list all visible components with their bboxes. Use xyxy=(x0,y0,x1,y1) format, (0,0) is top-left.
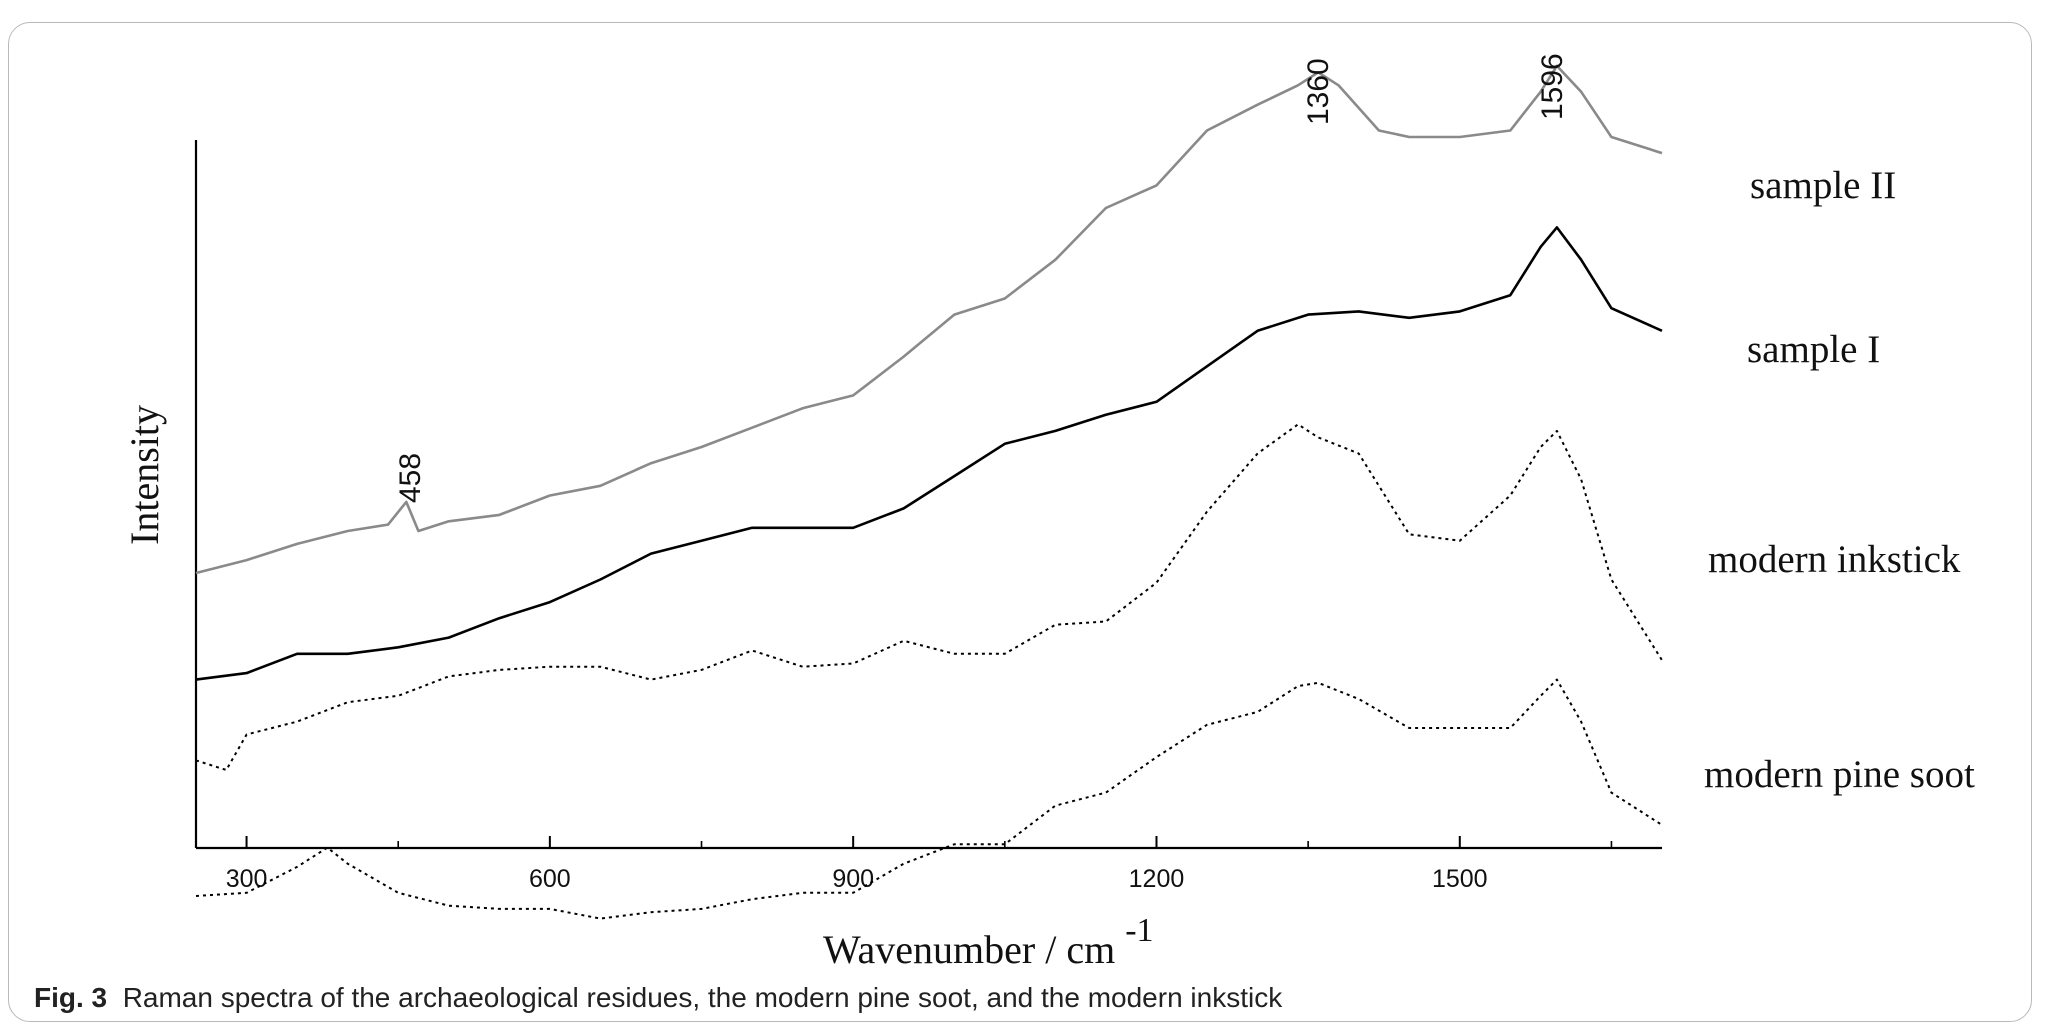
x-tick-label: 1200 xyxy=(1129,865,1185,893)
figure-number: Fig. 3 xyxy=(34,982,108,1013)
series-group xyxy=(195,64,1663,920)
x-axis-title-main: Wavenumber / cm xyxy=(823,927,1115,972)
x-tick-label: 600 xyxy=(529,865,571,893)
x-tick-label: 900 xyxy=(832,865,874,893)
series-line-sample-i xyxy=(195,226,1663,681)
labels-group: sample II sample I modern inkstick modern p… xyxy=(394,53,1975,796)
peak-label-458: 458 xyxy=(394,453,427,503)
series-line-modern-pine-soot xyxy=(195,678,1663,920)
figure-caption: Fig. 3 Raman spectra of the archaeologic… xyxy=(34,982,2024,1014)
axes: 300 600 900 1200 1500 xyxy=(194,140,1662,893)
peak-label-1360: 1360 xyxy=(1302,58,1335,125)
x-tick-label: 1500 xyxy=(1432,865,1488,893)
x-axis-title: Wavenumber / cm -1 xyxy=(823,912,1154,972)
series-label-modern-pine-soot: modern pine soot xyxy=(1704,753,1975,796)
y-axis-title: Intensity xyxy=(122,405,167,545)
x-axis-title-superscript: -1 xyxy=(1125,912,1153,949)
series-label-sample-ii: sample II xyxy=(1750,164,1896,207)
x-tick-label: 300 xyxy=(226,865,268,893)
series-label-modern-inkstick: modern inkstick xyxy=(1708,538,1961,581)
figure-frame xyxy=(8,22,2032,1022)
series-label-sample-i: sample I xyxy=(1747,328,1880,371)
series-line-sample-ii xyxy=(195,64,1663,575)
caption-text: Raman spectra of the archaeological resi… xyxy=(122,982,1283,1013)
peak-label-1596: 1596 xyxy=(1536,53,1569,120)
